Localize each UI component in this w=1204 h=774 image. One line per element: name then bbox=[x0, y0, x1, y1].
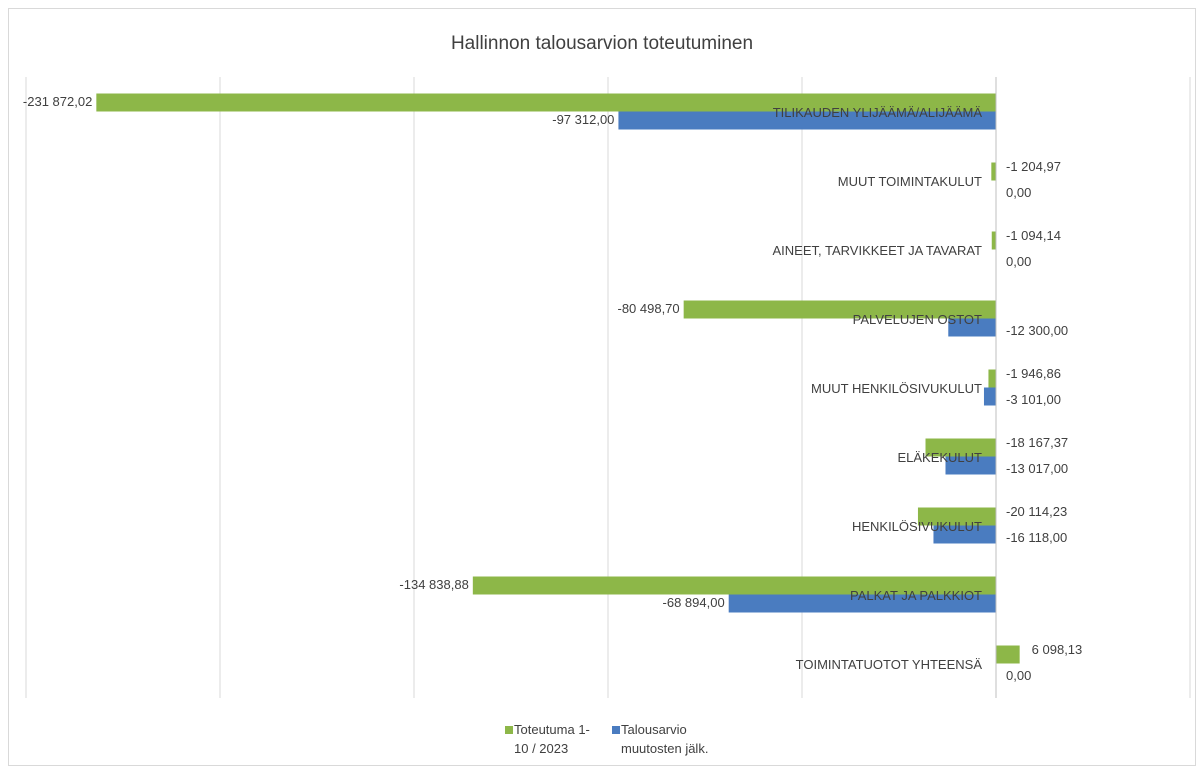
category-label: AINEET, TARVIKKEET JA TAVARAT bbox=[772, 243, 982, 258]
bar bbox=[933, 525, 996, 544]
legend-swatch bbox=[505, 726, 513, 734]
bar bbox=[917, 507, 996, 526]
bar bbox=[925, 438, 996, 457]
data-label: 0,00 bbox=[1006, 668, 1031, 683]
data-label: -97 312,00 bbox=[552, 112, 614, 127]
chart-title: Hallinnon talousarvion toteutuminen bbox=[451, 33, 753, 54]
chart-border bbox=[8, 8, 1196, 766]
data-label: -13 017,00 bbox=[1006, 461, 1068, 476]
category-label: TOIMINTATUOTOT YHTEENSÄ bbox=[796, 657, 983, 672]
bar bbox=[983, 387, 996, 406]
bar bbox=[945, 456, 996, 475]
bar bbox=[948, 318, 996, 337]
category-label: PALKAT JA PALKKIOT bbox=[850, 588, 982, 603]
bar bbox=[683, 300, 996, 319]
bar bbox=[472, 576, 996, 595]
data-label: -1 204,97 bbox=[1006, 159, 1061, 174]
data-label: -20 114,23 bbox=[1006, 504, 1067, 519]
data-label: -3 101,00 bbox=[1006, 392, 1061, 407]
data-label: -80 498,70 bbox=[617, 301, 679, 316]
category-label: PALVELUJEN OSTOT bbox=[853, 312, 982, 327]
bar bbox=[96, 93, 997, 112]
category-label: TILIKAUDEN YLIJÄÄMÄ/ALIJÄÄMÄ bbox=[773, 105, 983, 120]
data-label: 0,00 bbox=[1006, 254, 1031, 269]
data-label: -134 838,88 bbox=[399, 577, 468, 592]
data-label: -231 872,02 bbox=[23, 94, 92, 109]
category-label: MUUT HENKILÖSIVUKULUT bbox=[811, 381, 982, 396]
data-label: -18 167,37 bbox=[1006, 435, 1068, 450]
bar bbox=[728, 594, 996, 613]
category-label: MUUT TOIMINTAKULUT bbox=[838, 174, 982, 189]
data-label: -1 946,86 bbox=[1006, 366, 1061, 381]
data-label: 6 098,13 bbox=[1032, 642, 1083, 657]
data-label: -68 894,00 bbox=[663, 595, 725, 610]
data-label: -16 118,00 bbox=[1006, 530, 1067, 545]
legend-label: Toteutuma 1-10 / 2023 bbox=[514, 722, 590, 756]
data-label: -12 300,00 bbox=[1006, 323, 1068, 338]
bar bbox=[618, 111, 996, 130]
legend-label: Talousarvio muutosten jälk. bbox=[621, 722, 709, 756]
data-label: 0,00 bbox=[1006, 185, 1031, 200]
bar bbox=[991, 231, 996, 250]
bar bbox=[991, 162, 996, 181]
category-label: HENKILÖSIVUKULUT bbox=[852, 519, 982, 534]
bar bbox=[996, 645, 1020, 664]
legend-swatch bbox=[612, 726, 620, 734]
category-label: ELÄKEKULUT bbox=[897, 450, 982, 465]
data-label: -1 094,14 bbox=[1006, 228, 1061, 243]
bar bbox=[988, 369, 996, 388]
